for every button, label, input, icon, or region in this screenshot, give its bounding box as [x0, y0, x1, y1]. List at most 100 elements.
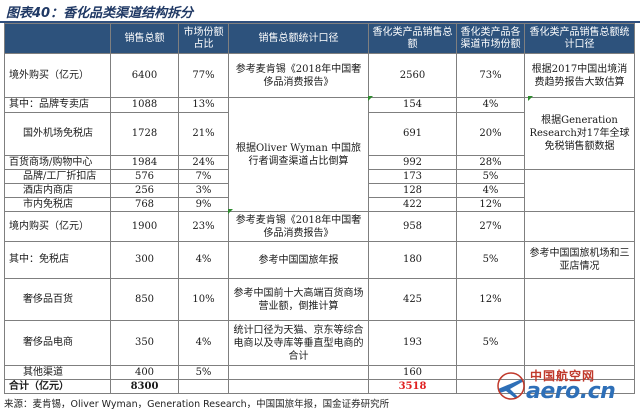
cosm-basis-note: 根据2017中国出境消费趋势报告大致估算 [524, 53, 635, 98]
row-label: 百货商场/购物中心 [4, 155, 111, 170]
sales-basis-note: 统计口径为天猫、京东等综合电商以及寺库等垂直型电商的合计 [228, 320, 369, 366]
table-row: 奢侈品百货 850 10% 参考中国前十大高端百货商场营业额，倒推计算 425 … [4, 278, 635, 321]
sales-basis-empty [228, 365, 369, 380]
cosm-share-value: 20% [456, 112, 525, 156]
cosm-share-value: 12% [456, 278, 525, 321]
cosm-share-value: 4% [456, 183, 525, 198]
share-value: 4% [178, 320, 229, 366]
header-sales: 销售总额 [110, 23, 179, 54]
cosm-basis-empty [524, 379, 635, 394]
cosm-sales-value: 2560 [368, 53, 457, 98]
cosm-basis-empty [524, 320, 635, 366]
sales-basis-note: 参考中国前十大高端百货商场营业额，倒推计算 [228, 278, 369, 321]
share-value: 24% [178, 155, 229, 170]
cosm-basis-empty [524, 211, 635, 242]
table-row: 其中：免税店 300 4% 参考中国国旅年报 180 5% 参考中国国旅机场和三… [4, 241, 635, 279]
cosm-sales-value: 160 [368, 365, 457, 380]
share-value: 4% [178, 241, 229, 279]
aero-cn-watermark: 中国航空网 aero.cn [496, 367, 636, 405]
table-row: 其他渠道 400 5% 160 [4, 365, 635, 380]
share-value: 7% [178, 169, 229, 184]
cosm-sales-value: 958 [368, 211, 457, 242]
row-label: 国外机场免税店 [4, 112, 111, 156]
sales-value: 576 [110, 169, 179, 184]
sales-value: 850 [110, 278, 179, 321]
row-label: 品牌/工厂折扣店 [4, 169, 111, 184]
table-row: 奢侈品电商 350 4% 统计口径为天猫、京东等综合电商以及寺库等垂直型电商的合… [4, 320, 635, 366]
share-value: 21% [178, 112, 229, 156]
sales-value: 1984 [110, 155, 179, 170]
sales-value: 256 [110, 183, 179, 198]
cosm-sales-value: 992 [368, 155, 457, 170]
total-label: 合计（亿元） [4, 379, 111, 394]
sales-value: 1728 [110, 112, 179, 156]
cosm-share-value: 5% [456, 169, 525, 184]
header-share: 市场份额占比 [178, 23, 229, 54]
cosm-share-value: 73% [456, 53, 525, 98]
cosm-sales-value: 180 [368, 241, 457, 279]
share-value: 23% [178, 211, 229, 242]
row-label: 其中：免税店 [4, 241, 111, 279]
title-bar: 图表40：香化品类渠道结构拆分 [0, 0, 640, 23]
sales-value: 400 [110, 365, 179, 380]
cosm-basis-empty [524, 169, 635, 212]
row-label: 市内免税店 [4, 197, 111, 212]
cosm-sales-value: 422 [368, 197, 457, 212]
cosm-basis-empty [524, 278, 635, 321]
cosm-sales-value: 425 [368, 278, 457, 321]
table-row: 其中：品牌专卖店 1088 13% 根据Oliver Wyman 中国旅行者调查… [4, 97, 635, 212]
share-value: 3% [178, 183, 229, 198]
row-label: 奢侈品电商 [4, 320, 111, 366]
share-value: 10% [178, 278, 229, 321]
sales-value: 1900 [110, 211, 179, 242]
cosm-share-value: 5% [456, 241, 525, 279]
sales-basis-note: 根据Oliver Wyman 中国旅行者调查渠道占比倒算 [228, 97, 369, 212]
cosm-share-value: 4% [456, 97, 525, 113]
sales-value: 300 [110, 241, 179, 279]
channel-structure-table: 销售总额 市场份额占比 销售总额统计口径 香化类产品销售总额 香化类产品各渠道市… [4, 23, 635, 394]
table-row: 酒店内商店 256 3% 128 4% [4, 183, 635, 198]
sales-basis-note: 参考麦肯锡《2018年中国奢侈品消费报告》 [228, 211, 369, 242]
header-cosm-sales: 香化类产品销售总额 [368, 23, 457, 54]
sales-value: 768 [110, 197, 179, 212]
sales-basis-empty [228, 379, 369, 394]
total-cosm-sales: 3518 [368, 379, 457, 394]
table-row: 市内免税店 768 9% 422 12% [4, 197, 635, 212]
table-row: 境内购买（亿元） 1900 23% 参考麦肯锡《2018年中国奢侈品消费报告》 … [4, 211, 635, 242]
cosm-share-value: 5% [456, 320, 525, 366]
row-label: 其他渠道 [4, 365, 111, 380]
sales-value: 350 [110, 320, 179, 366]
airplane-logo-icon [497, 372, 525, 400]
header-cosm-share: 香化类产品各渠道市场份额 [456, 23, 525, 54]
total-sales: 8300 [110, 379, 179, 394]
row-label: 奢侈品百货 [4, 278, 111, 321]
share-value: 5% [178, 365, 229, 380]
cosm-sales-value: 154 [368, 97, 457, 113]
cosm-sales-value: 193 [368, 320, 457, 366]
cosm-share-value: 27% [456, 211, 525, 242]
sales-value: 6400 [110, 53, 179, 98]
watermark-en: aero.cn [526, 379, 616, 404]
header-row: 销售总额 市场份额占比 销售总额统计口径 香化类产品销售总额 香化类产品各渠道市… [4, 23, 635, 54]
share-value: 9% [178, 197, 229, 212]
row-label: 境外购买（亿元） [4, 53, 111, 98]
cosm-basis-note: 参考中国国旅机场和三亚店情况 [524, 241, 635, 279]
source-footnote: 来源：麦肯锡，Oliver Wyman，Generation Research，… [4, 399, 390, 410]
sales-value: 1088 [110, 97, 179, 113]
cosm-sales-value: 691 [368, 112, 457, 156]
figure-title: 图表40：香化品类渠道结构拆分 [6, 6, 194, 21]
cosm-sales-value: 128 [368, 183, 457, 198]
cell-comment-marker [368, 96, 373, 101]
share-value: 13% [178, 97, 229, 113]
total-share [178, 379, 229, 394]
cosm-share-value: 28% [456, 155, 525, 170]
cosm-share-value: 12% [456, 197, 525, 212]
cosm-basis-note: 根据Generation Research对17年全球免税销售额数据 [524, 97, 635, 170]
sales-basis-note: 参考中国国旅年报 [228, 241, 369, 279]
row-label: 其中：品牌专卖店 [4, 97, 111, 113]
watermark-cn: 中国航空网 [530, 369, 596, 383]
cell-comment-marker [528, 96, 533, 101]
sales-basis-note: 参考麦肯锡《2018年中国奢侈品消费报告》 [228, 53, 369, 98]
table-row: 境外购买（亿元） 6400 77% 参考麦肯锡《2018年中国奢侈品消费报告》 … [4, 53, 635, 98]
header-sales-basis: 销售总额统计口径 [228, 23, 369, 54]
